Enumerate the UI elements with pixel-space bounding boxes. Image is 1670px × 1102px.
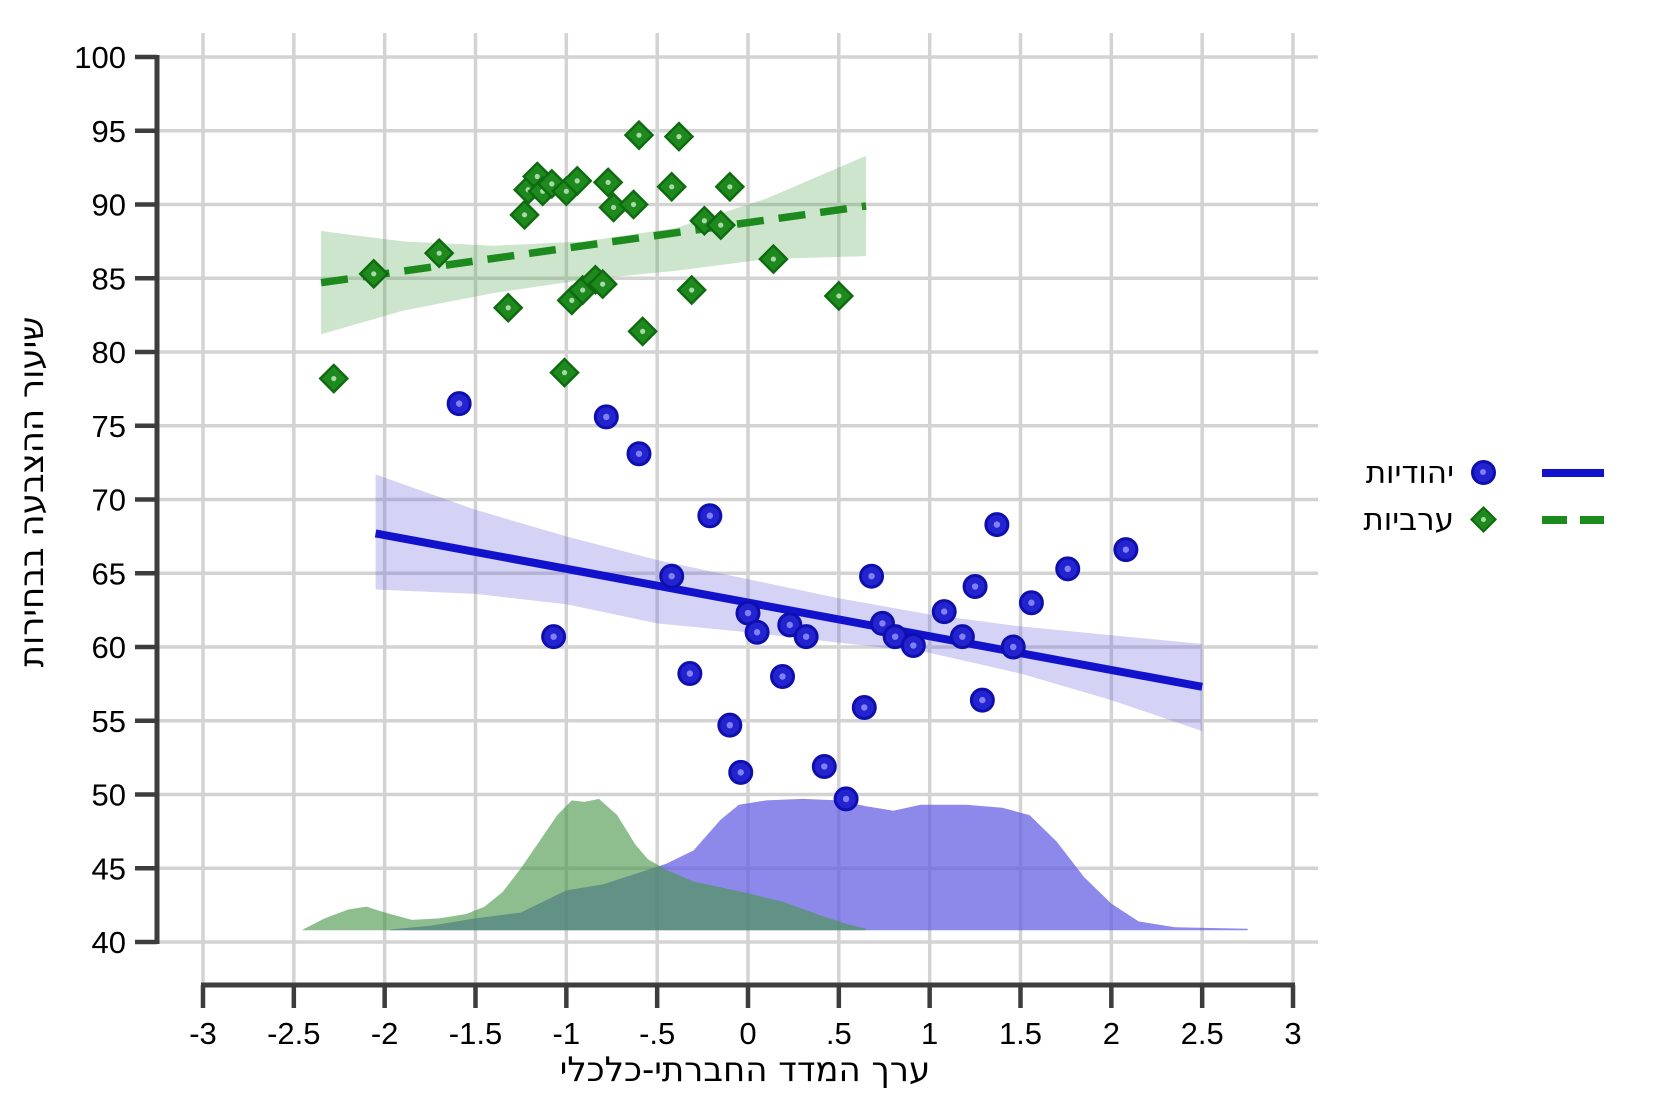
y-tick-label: 90 bbox=[92, 188, 126, 223]
scatter-point-jewish-dot bbox=[971, 583, 979, 590]
scatter-point-jewish-dot bbox=[706, 512, 714, 519]
scatter-point-arab-dot bbox=[563, 188, 569, 194]
scatter-point-arab-dot bbox=[580, 287, 586, 293]
scatter-point-jewish-dot bbox=[1064, 565, 1071, 573]
scatter-point-jewish-dot bbox=[868, 573, 875, 580]
x-tick-label: 2.5 bbox=[1181, 1016, 1224, 1051]
scatter-point-arab-dot bbox=[836, 293, 842, 299]
scatter-point-arab-dot bbox=[600, 281, 606, 287]
scatter-point-jewish-dot bbox=[786, 621, 793, 629]
y-tick-label: 40 bbox=[92, 925, 126, 960]
scatter-point-arab-dot bbox=[701, 218, 707, 224]
scatter-point-jewish-dot bbox=[726, 721, 734, 729]
x-tick-label: -3 bbox=[189, 1016, 217, 1051]
regression-line-jewish bbox=[374, 529, 1203, 691]
x-tick-label: 3 bbox=[1284, 1016, 1301, 1051]
y-tick-label: 60 bbox=[92, 630, 126, 665]
scatter-point-jewish-dot bbox=[941, 608, 948, 615]
scatter-point-jewish-dot bbox=[910, 642, 917, 649]
dashed-line-sample bbox=[1542, 515, 1604, 524]
confidence-band-jewish bbox=[375, 474, 1203, 732]
scatter-point-arab-dot bbox=[331, 375, 337, 382]
scatter-point-arab-dot bbox=[770, 256, 777, 262]
scatter-point-arab-dot bbox=[534, 173, 540, 180]
scatter-point-jewish-dot bbox=[686, 670, 694, 677]
scatter-point-arab-dot bbox=[689, 287, 695, 293]
regression-line-arab bbox=[320, 202, 867, 287]
circle-marker-icon bbox=[1454, 460, 1512, 485]
y-axis-title: שיעור ההצבעה בבחירות bbox=[12, 316, 52, 668]
legend-label-jewish: יהודיות bbox=[1365, 454, 1454, 491]
scatter-point-arab-dot bbox=[549, 181, 555, 187]
scatter-point-jewish-dot bbox=[979, 696, 986, 704]
x-tick-label: 0 bbox=[739, 1016, 756, 1051]
scatter-point-arab-dot bbox=[630, 201, 637, 208]
scatter-point-arab-dot bbox=[636, 132, 642, 138]
scatter-point-arab-dot bbox=[640, 328, 646, 334]
scatter-point-jewish-dot bbox=[891, 633, 899, 640]
legend-label-arab: ערביות bbox=[1363, 501, 1454, 538]
scatter-point-jewish-dot bbox=[879, 620, 886, 627]
y-tick-label: 100 bbox=[74, 40, 126, 75]
y-tick-label: 50 bbox=[92, 778, 126, 813]
scatter-point-jewish-dot bbox=[861, 704, 868, 711]
scatter-point-jewish-dot bbox=[1028, 599, 1035, 606]
scatter-point-arab-dot bbox=[610, 204, 617, 211]
x-tick-label: -2 bbox=[371, 1016, 399, 1051]
x-tick-label: -1.5 bbox=[449, 1016, 502, 1051]
scatter-point-arab-dot bbox=[436, 250, 442, 256]
x-tick-label: .5 bbox=[826, 1016, 852, 1051]
scatter-point-jewish-dot bbox=[753, 629, 761, 636]
scatter-point-arab-dot bbox=[569, 297, 575, 303]
scatter-point-arab-dot bbox=[521, 212, 528, 218]
x-tick-label: -2.5 bbox=[267, 1016, 320, 1051]
scatter-point-jewish-dot bbox=[744, 609, 752, 617]
scatter-point-jewish-dot bbox=[1122, 546, 1130, 553]
solid-line-sample bbox=[1542, 468, 1604, 477]
scatter-point-jewish-dot bbox=[779, 673, 786, 680]
scatter-point-jewish-dot bbox=[993, 521, 1001, 528]
y-tick-label: 55 bbox=[92, 704, 126, 739]
scatter-point-arab-dot bbox=[669, 184, 675, 190]
scatter-point-jewish-dot bbox=[842, 795, 850, 803]
x-tick-label: 1.5 bbox=[999, 1016, 1042, 1051]
scatter-point-jewish-dot bbox=[455, 400, 463, 407]
y-tick-label: 65 bbox=[92, 556, 126, 591]
legend: יהודיות ערביות bbox=[1282, 449, 1642, 543]
scatter-point-jewish-dot bbox=[821, 763, 828, 770]
x-axis-title: ערך המדד החברתי-כלכלי bbox=[559, 1050, 931, 1090]
density-arab bbox=[302, 798, 867, 931]
scatter-point-arab-dot bbox=[605, 179, 611, 185]
scatter-point-arab-dot bbox=[727, 184, 733, 190]
scatter-point-jewish-dot bbox=[737, 769, 744, 776]
y-tick-label: 95 bbox=[92, 114, 126, 149]
y-tick-label: 45 bbox=[92, 851, 126, 886]
scatter-point-arab-dot bbox=[574, 178, 580, 184]
scatter-point-arab-dot bbox=[505, 305, 511, 311]
scatter-point-arab-dot bbox=[676, 134, 682, 140]
scatter-point-jewish-dot bbox=[959, 633, 966, 640]
y-tick-label: 75 bbox=[92, 409, 126, 444]
legend-row-arab: ערביות bbox=[1282, 496, 1642, 543]
legend-row-jewish: יהודיות bbox=[1282, 449, 1642, 496]
scatter-point-arab-dot bbox=[718, 222, 724, 228]
diamond-marker-icon bbox=[1454, 506, 1512, 533]
y-tick-label: 80 bbox=[92, 335, 126, 370]
y-tick-label: 70 bbox=[92, 483, 126, 518]
x-tick-label: -1 bbox=[553, 1016, 581, 1051]
scatter-point-jewish-dot bbox=[635, 450, 643, 457]
x-tick-label: 1 bbox=[921, 1016, 938, 1051]
x-tick-label: 2 bbox=[1103, 1016, 1120, 1051]
scatter-point-jewish-dot bbox=[1010, 643, 1017, 651]
x-tick-label: -.5 bbox=[639, 1016, 675, 1051]
scatter-point-jewish-dot bbox=[603, 413, 610, 421]
scatter-point-arab-dot bbox=[561, 370, 568, 376]
scatter-point-jewish-dot bbox=[668, 573, 675, 580]
scatter-point-jewish-dot bbox=[802, 633, 810, 640]
y-tick-label: 85 bbox=[92, 261, 126, 296]
scatter-point-arab-dot bbox=[371, 271, 377, 277]
scatter-point-jewish-dot bbox=[550, 633, 557, 640]
